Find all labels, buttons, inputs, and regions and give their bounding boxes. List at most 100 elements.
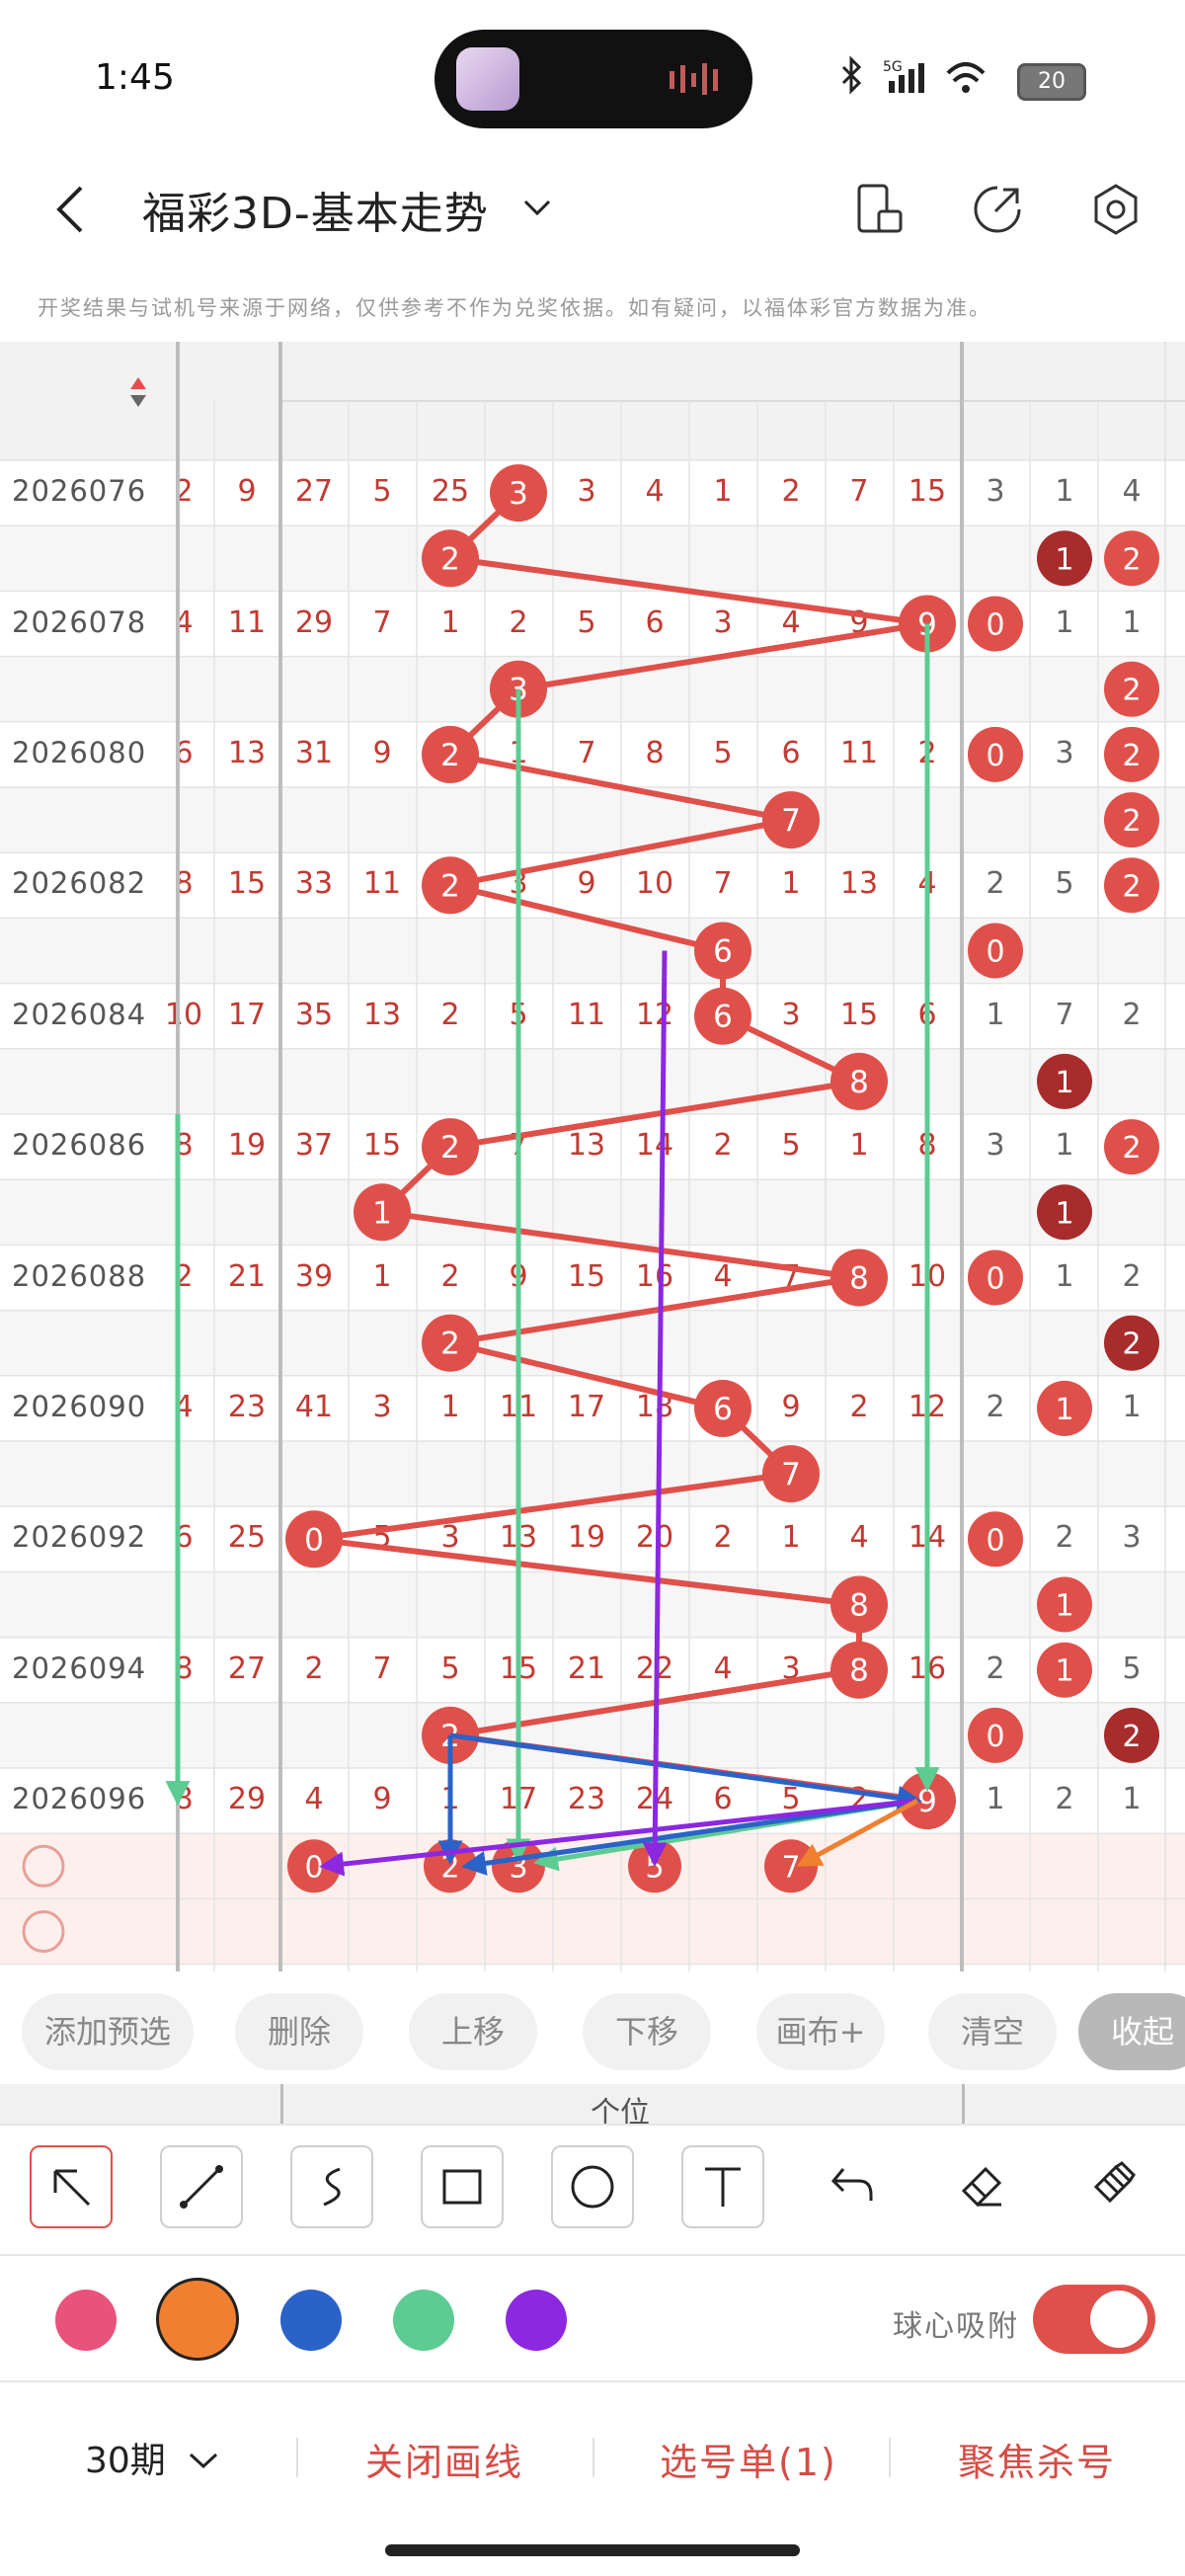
hit-ball[interactable] (694, 1379, 751, 1437)
hit-ball[interactable] (490, 464, 547, 523)
table-row[interactable]: 2026078 (12, 604, 147, 639)
circle-tool[interactable] (551, 2145, 634, 2228)
hit-ball[interactable] (354, 1183, 411, 1242)
toggle-knob[interactable] (1090, 2291, 1147, 2348)
hit-ball[interactable] (968, 1511, 1023, 1568)
drawn-arrow-blue[interactable] (461, 1798, 918, 1876)
rectangle-tool[interactable] (421, 2145, 504, 2228)
clear-button[interactable]: 清空 (928, 1993, 1057, 2070)
drawn-arrow-orange[interactable] (796, 1798, 919, 1867)
table-row[interactable]: 2026076 (12, 474, 147, 509)
move-down-button[interactable]: 下移 (583, 1993, 711, 2070)
hit-ball[interactable] (1104, 1315, 1159, 1371)
hit-ball[interactable] (968, 1249, 1023, 1306)
color-green-swatch[interactable] (393, 2290, 454, 2351)
table-row[interactable]: 2026084 (12, 997, 147, 1031)
table-row[interactable]: 2026090 (12, 1389, 147, 1423)
miss-count: 1 (1055, 604, 1074, 640)
hit-ball[interactable] (968, 596, 1023, 652)
table-row[interactable]: 2026094 (12, 1650, 147, 1685)
hit-ball[interactable] (968, 1707, 1023, 1763)
color-blue-swatch[interactable] (280, 2290, 342, 2351)
pick-radio[interactable] (22, 1910, 65, 1953)
hit-ball[interactable] (1104, 857, 1159, 914)
add-preselect-button[interactable]: 添加预选 (22, 1993, 194, 2070)
drawn-arrow-purple[interactable] (319, 1798, 918, 1877)
delete-button[interactable]: 删除 (235, 1993, 363, 2070)
hit-ball[interactable] (694, 922, 751, 980)
hit-ball[interactable] (422, 856, 479, 915)
move-up-button[interactable]: 上移 (409, 1993, 537, 2070)
hit-ball[interactable] (694, 987, 751, 1045)
periods-dropdown[interactable]: 30期 (85, 2432, 220, 2483)
hit-ball[interactable] (1104, 1119, 1159, 1175)
hit-ball[interactable] (422, 529, 479, 588)
line-tool[interactable] (160, 2145, 243, 2228)
trend-table[interactable]: 期次个位890123456789012202607629275253412715… (0, 342, 1185, 1972)
hit-ball[interactable] (1037, 1380, 1092, 1436)
hit-ball[interactable] (1104, 661, 1159, 717)
hit-ball[interactable] (422, 1118, 479, 1176)
undo-button[interactable] (812, 2145, 895, 2228)
pick-list-button[interactable]: 选号单(1) (660, 2441, 837, 2484)
pick-radio[interactable] (22, 1844, 65, 1888)
hit-ball[interactable] (1037, 1184, 1092, 1241)
hit-ball[interactable] (1104, 792, 1159, 848)
miss-count: 25 (431, 474, 470, 510)
clear-drawing-button[interactable] (1072, 2145, 1155, 2228)
hit-ball[interactable] (285, 1510, 343, 1569)
miss-count: 4 (781, 604, 801, 640)
curve-tool[interactable] (290, 2145, 373, 2228)
hit-ball[interactable] (968, 726, 1023, 782)
color-pink-swatch[interactable] (55, 2290, 117, 2351)
color-purple-swatch[interactable] (506, 2290, 567, 2351)
page-title[interactable]: 福彩3D-基本走势 (142, 189, 489, 239)
collapse-button[interactable]: 收起 (1078, 1993, 1185, 2070)
table-row[interactable]: 2026088 (12, 1258, 147, 1293)
avatar[interactable] (456, 47, 519, 111)
hit-ball[interactable] (422, 1314, 479, 1372)
hit-ball[interactable] (1104, 726, 1159, 782)
canvas-plus-button[interactable]: 画布+ (756, 1993, 885, 2070)
audio-wave-icon (670, 63, 718, 95)
close-lines-button[interactable]: 关闭画线 (365, 2441, 524, 2484)
focus-kill-button[interactable]: 聚焦杀号 (958, 2441, 1117, 2484)
hit-ball[interactable] (762, 791, 820, 849)
sort-down-icon[interactable] (130, 395, 146, 407)
sort-up-icon[interactable] (130, 377, 146, 389)
phone-layout-icon[interactable] (855, 182, 905, 237)
table-row[interactable]: 2026082 (12, 866, 147, 901)
hit-ball[interactable] (830, 1248, 888, 1307)
pick-ball-selected[interactable] (492, 1839, 545, 1893)
drawing-canvas[interactable]: 1202022201210210110232932726682182670882… (0, 342, 1185, 1972)
hit-ball[interactable] (1037, 1053, 1092, 1109)
hit-ball[interactable] (1037, 1576, 1092, 1633)
table-row[interactable]: 2026092 (12, 1520, 147, 1555)
hit-ball[interactable] (1104, 530, 1159, 587)
share-icon[interactable] (972, 182, 1023, 237)
drawn-arrow-purple[interactable] (642, 950, 668, 1868)
color-orange-swatch[interactable] (156, 2278, 239, 2361)
hit-ball[interactable] (830, 1641, 888, 1699)
back-icon[interactable] (47, 180, 95, 239)
home-indicator[interactable] (385, 2544, 800, 2556)
hit-ball[interactable] (762, 1445, 820, 1503)
chevron-down-icon[interactable] (517, 194, 557, 223)
drawn-arrow-blue[interactable] (449, 1732, 922, 1811)
hit-ball[interactable] (1037, 1642, 1092, 1698)
hit-ball[interactable] (1104, 1707, 1159, 1763)
table-row[interactable]: 2026096 (12, 1782, 147, 1816)
text-tool[interactable] (681, 2145, 764, 2228)
miss-count: 6 (645, 604, 665, 640)
hit-ball[interactable] (830, 1052, 888, 1110)
eraser-button[interactable] (942, 2145, 1025, 2228)
table-row[interactable]: 2026080 (12, 735, 147, 769)
hit-ball[interactable] (422, 725, 479, 783)
gear-icon[interactable] (1088, 182, 1144, 237)
select-arrow-tool[interactable] (30, 2145, 113, 2228)
miss-count: 1 (781, 1520, 801, 1556)
table-row[interactable]: 2026086 (12, 1128, 147, 1163)
hit-ball[interactable] (830, 1575, 888, 1634)
hit-ball[interactable] (968, 923, 1023, 979)
hit-ball[interactable] (1037, 530, 1092, 587)
